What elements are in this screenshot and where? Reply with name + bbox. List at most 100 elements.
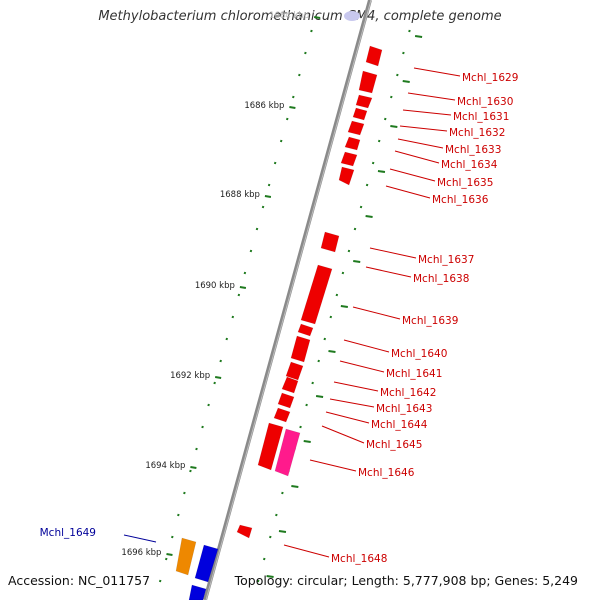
tick-dot <box>359 205 363 209</box>
tick-dash <box>291 485 299 488</box>
gene-label: Mchl_1638 <box>413 273 469 285</box>
gene-arrow-orange <box>175 537 197 576</box>
gene-leader-line <box>399 125 448 132</box>
tick-dash <box>278 530 287 533</box>
tick-dash <box>402 80 410 83</box>
tick-dot <box>305 403 308 407</box>
tick-dot <box>249 249 253 253</box>
tick-dot <box>183 491 186 495</box>
topology-text: Topology: circular; Length: 5,777,908 bp… <box>234 573 578 588</box>
gene-arrow <box>273 407 291 423</box>
gene-leader-line <box>333 381 379 392</box>
tick-dot <box>377 139 381 143</box>
gene-layer <box>175 45 383 600</box>
gene-leader-line <box>407 92 456 101</box>
accession-text: Accession: NC_011757 <box>8 573 151 588</box>
gene-leader-line <box>352 306 401 320</box>
gene-arrow-highlight <box>274 428 301 477</box>
genome-backbone-highlight <box>205 0 372 600</box>
tick-dot <box>408 29 411 33</box>
tick-dot <box>299 425 302 429</box>
gene-label: Mchl_1631 <box>453 111 509 123</box>
gene-arrow <box>344 136 361 151</box>
tick-dot <box>310 29 313 33</box>
kbp-tick-mark <box>214 376 222 379</box>
gene-label: Mchl_1630 <box>457 96 513 108</box>
tick-dot <box>158 579 162 583</box>
tick-dot <box>164 557 168 561</box>
gene-arrow <box>285 361 304 381</box>
gene-label: Mchl_1637 <box>418 254 474 266</box>
gene-label: Mchl_1633 <box>445 144 501 156</box>
gene-label: Mchl_1646 <box>358 467 415 479</box>
tick-dot <box>262 557 266 561</box>
gene-label: Mchl_1634 <box>441 159 498 171</box>
tick-dot <box>402 51 405 55</box>
gene-label: Mchl_1642 <box>380 387 436 399</box>
gene-leader-line <box>389 168 436 182</box>
kbp-tick-label: 1690 kbp <box>195 281 235 291</box>
kbp-tick-label: 1686 kbp <box>244 101 284 111</box>
tick-dash <box>353 260 361 263</box>
tick-dot <box>261 205 265 209</box>
gene-leader-line <box>321 425 365 444</box>
label-layer: Mchl_1629 Mchl_1630 Mchl_1631 Mchl_1632 Mchl… <box>40 67 518 565</box>
gene-leader-line <box>413 67 461 77</box>
tick-dot <box>237 293 241 297</box>
gene-arrow <box>300 264 333 325</box>
tick-dot <box>213 381 216 385</box>
gene-arrow <box>290 335 311 363</box>
gene-arrow-blue <box>188 584 207 600</box>
gene-arrow <box>236 524 253 539</box>
tick-dot <box>311 381 314 385</box>
tick-dash <box>414 35 423 38</box>
gene-arrow <box>347 120 365 136</box>
tick-dot <box>304 51 307 55</box>
tick-dot <box>353 227 357 231</box>
kbp-tick-mark <box>239 286 247 289</box>
tick-dot <box>267 183 271 187</box>
tick-dash <box>377 170 386 173</box>
tick-dot <box>341 271 345 275</box>
tick-dot <box>275 513 278 517</box>
gene-leader-line <box>283 544 330 558</box>
gene-label: Mchl_1648 <box>331 553 387 565</box>
gene-arrow-blue <box>194 544 219 583</box>
tick-dot <box>201 425 204 429</box>
genome-backbone <box>203 0 372 600</box>
gene-leader-line <box>339 360 385 373</box>
tick-dot <box>298 73 301 77</box>
kbp-tick-label: 1684 kbp <box>269 11 309 21</box>
gene-arrow <box>320 231 340 253</box>
tick-dot <box>335 293 339 297</box>
gene-label: Mchl_1649 <box>40 527 96 539</box>
kbp-tick-mark <box>313 16 321 19</box>
gene-arrow <box>257 422 284 471</box>
tick-dot <box>317 359 320 363</box>
tick-dash <box>266 575 274 578</box>
gene-label: Mchl_1640 <box>391 348 447 360</box>
tick-dot <box>285 117 289 121</box>
tick-dot <box>225 337 229 341</box>
gene-leader-line <box>325 411 370 424</box>
genome-title: Methylobacterium chloromethanicum CM4, c… <box>98 9 502 24</box>
gene-leader-line <box>123 534 157 543</box>
tick-dash <box>328 350 336 353</box>
gene-leader-line <box>365 266 412 278</box>
gene-arrow <box>358 70 378 94</box>
tick-dot <box>189 469 192 473</box>
tick-dot <box>273 161 277 165</box>
gene-arrow <box>281 376 299 394</box>
tick-dot <box>231 315 235 319</box>
gene-arrow <box>355 94 373 109</box>
tick-layer: 1684 kbp 1686 kbp 1688 kbp 1690 kbp 1692 kbp… <box>121 11 423 583</box>
tick-dash <box>390 125 398 128</box>
tick-dash <box>315 395 324 398</box>
tick-dash <box>303 440 311 443</box>
tick-dot <box>269 535 272 539</box>
tick-dot <box>177 513 180 517</box>
tick-dot <box>347 249 351 253</box>
gene-leader-line <box>394 150 440 164</box>
gene-leader-line <box>402 109 452 116</box>
